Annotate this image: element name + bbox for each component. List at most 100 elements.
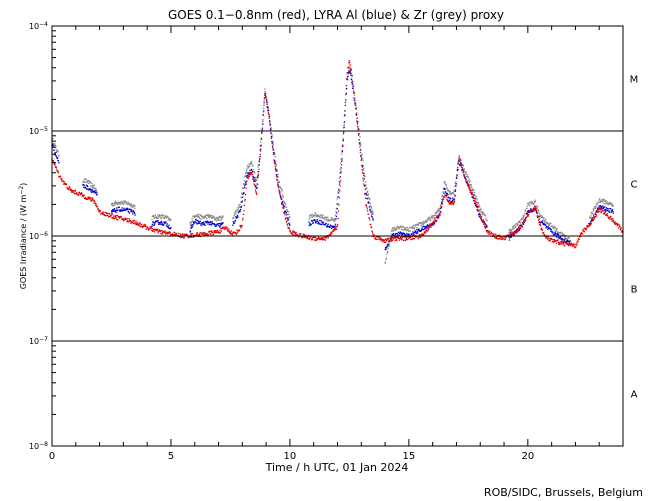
goes-0-1-0-8nm-point — [349, 67, 352, 70]
lyra-al-proxy-point — [246, 174, 248, 177]
goes-0-1-0-8nm-point — [388, 241, 390, 243]
lyra-al-proxy-point — [551, 230, 553, 232]
lyra-zr-proxy-point — [217, 219, 219, 221]
lyra-al-proxy-point — [90, 189, 93, 191]
goes-0-1-0-8nm-point — [421, 233, 423, 235]
lyra-zr-proxy-point — [607, 203, 609, 206]
lyra-zr-proxy-point — [528, 202, 531, 204]
goes-0-1-0-8nm-point — [479, 212, 481, 215]
goes-0-1-0-8nm-point — [428, 228, 430, 230]
lyra-al-proxy-point — [527, 212, 529, 214]
lyra-al-proxy-point — [331, 226, 334, 228]
lyra-zr-proxy-point — [52, 142, 54, 145]
lyra-al-proxy-point — [589, 221, 592, 223]
lyra-zr-proxy-point — [93, 184, 96, 186]
lyra-al-proxy-point — [128, 212, 131, 214]
goes-0-1-0-8nm-point — [256, 193, 258, 195]
lyra-zr-proxy-point — [550, 222, 552, 224]
lyra-zr-proxy-point — [221, 217, 224, 219]
lyra-zr-proxy-point — [447, 189, 449, 191]
lyra-al-proxy-point — [552, 231, 554, 233]
goes-0-1-0-8nm-point — [456, 174, 458, 176]
lyra-al-proxy-point — [87, 189, 90, 191]
goes-0-1-0-8nm-point — [594, 216, 596, 218]
goes-0-1-0-8nm-point — [595, 215, 597, 217]
lyra-zr-proxy-point — [114, 200, 117, 203]
lyra-zr-proxy-point — [432, 215, 434, 217]
lyra-zr-proxy-point — [313, 215, 315, 217]
goes-0-1-0-8nm-point — [254, 184, 256, 187]
goes-0-1-0-8nm-point — [219, 232, 221, 234]
goes-0-1-0-8nm-point — [475, 201, 477, 203]
goes-0-1-0-8nm-point — [305, 234, 307, 237]
lyra-al-proxy-point — [447, 196, 450, 198]
lyra-zr-proxy-point — [254, 178, 257, 180]
lyra-al-proxy-point — [240, 206, 242, 209]
lyra-al-proxy-point — [452, 197, 454, 199]
goes-0-1-0-8nm-point — [537, 216, 539, 218]
goes-0-1-0-8nm-point — [438, 214, 440, 216]
lyra-al-proxy-point — [355, 114, 358, 116]
goes-0-1-0-8nm-point — [154, 228, 156, 231]
lyra-zr-proxy-point — [393, 229, 395, 231]
goes-0-1-0-8nm-point — [105, 214, 107, 217]
lyra-zr-proxy-point — [163, 216, 165, 218]
lyra-zr-proxy-point — [468, 178, 470, 180]
goes-0-1-0-8nm-point — [240, 227, 242, 229]
lyra-al-proxy-point — [600, 206, 602, 208]
goes-0-1-0-8nm-point — [533, 208, 535, 210]
lyra-zr-proxy-point — [355, 103, 357, 105]
goes-0-1-0-8nm-point — [110, 214, 112, 217]
lyra-zr-proxy-point — [545, 221, 547, 223]
lyra-al-proxy-point — [547, 226, 549, 228]
lyra-zr-proxy-point — [349, 66, 351, 68]
goes-0-1-0-8nm-point — [621, 231, 624, 233]
lyra-zr-proxy-point — [336, 198, 338, 200]
lyra-zr-proxy-point — [452, 191, 454, 194]
lyra-zr-proxy-point — [200, 218, 202, 220]
lyra-zr-proxy-point — [407, 228, 409, 230]
lyra-al-proxy-point — [120, 209, 123, 211]
lyra-al-proxy-point — [600, 207, 602, 209]
lyra-al-proxy-point — [423, 228, 426, 230]
lyra-zr-proxy-point — [96, 190, 98, 192]
lyra-zr-proxy-point — [234, 211, 237, 213]
lyra-zr-proxy-point — [208, 214, 210, 217]
goes-0-1-0-8nm-point — [605, 213, 607, 216]
lyra-al-proxy-series — [51, 70, 614, 251]
lyra-al-proxy-point — [249, 169, 251, 172]
lyra-zr-proxy-point — [371, 211, 374, 214]
goes-0-1-0-8nm-point — [388, 239, 390, 242]
lyra-zr-proxy-point — [284, 204, 287, 206]
goes-0-1-0-8nm-point — [185, 234, 188, 236]
goes-0-1-0-8nm-point — [289, 229, 291, 231]
goes-0-1-0-8nm-point — [376, 236, 378, 238]
lyra-al-proxy-point — [597, 207, 599, 209]
goes-0-1-0-8nm-point — [568, 242, 571, 244]
lyra-zr-proxy-point — [537, 209, 539, 211]
lyra-zr-proxy-point — [263, 107, 265, 109]
lyra-al-proxy-point — [126, 207, 129, 210]
goes-0-1-0-8nm-point — [355, 108, 357, 110]
lyra-zr-proxy-point — [159, 214, 161, 216]
lyra-al-proxy-point — [545, 224, 547, 226]
lyra-zr-proxy-point — [196, 213, 198, 216]
lyra-zr-proxy-point — [463, 168, 466, 170]
lyra-al-proxy-point — [119, 210, 122, 212]
goes-0-1-0-8nm-point — [116, 215, 119, 217]
goes-0-1-0-8nm-point — [210, 234, 212, 236]
lyra-al-proxy-point — [203, 221, 205, 223]
goes-0-1-0-8nm-point — [116, 214, 118, 217]
goes-0-1-0-8nm-point — [356, 117, 358, 120]
goes-0-1-0-8nm-point — [558, 242, 561, 245]
lyra-zr-proxy-point — [467, 176, 469, 178]
lyra-al-proxy-point — [337, 203, 339, 205]
goes-0-1-0-8nm-point — [526, 213, 528, 216]
goes-0-1-0-8nm-point — [539, 221, 541, 224]
goes-0-1-0-8nm-point — [234, 231, 236, 234]
lyra-al-proxy-point — [459, 164, 461, 166]
goes-0-1-0-8nm-point — [221, 227, 224, 230]
lyra-zr-proxy-point — [445, 184, 448, 187]
lyra-zr-proxy-point — [233, 213, 236, 215]
lyra-zr-proxy-point — [392, 230, 394, 232]
